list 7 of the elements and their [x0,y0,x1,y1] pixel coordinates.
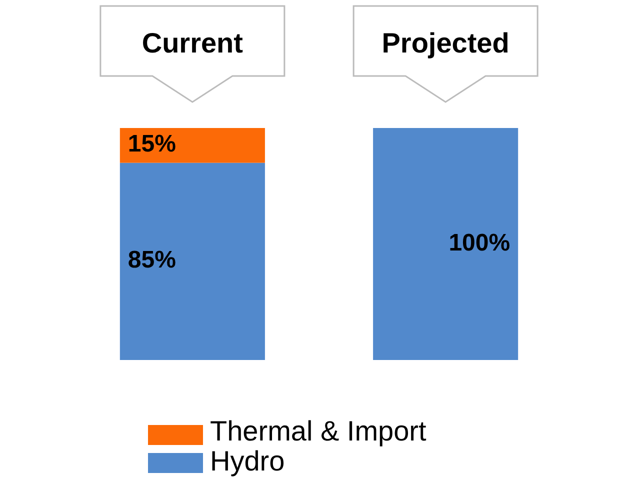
legend-label: Thermal & Import [210,415,426,446]
data-label: 100% [448,229,510,256]
data-label: 15% [128,130,176,158]
x-tick-label: Projected [382,27,510,58]
legend-label: Hydro [210,445,285,476]
data-label: 85% [128,246,176,274]
x-tick-label: Current [142,27,243,58]
